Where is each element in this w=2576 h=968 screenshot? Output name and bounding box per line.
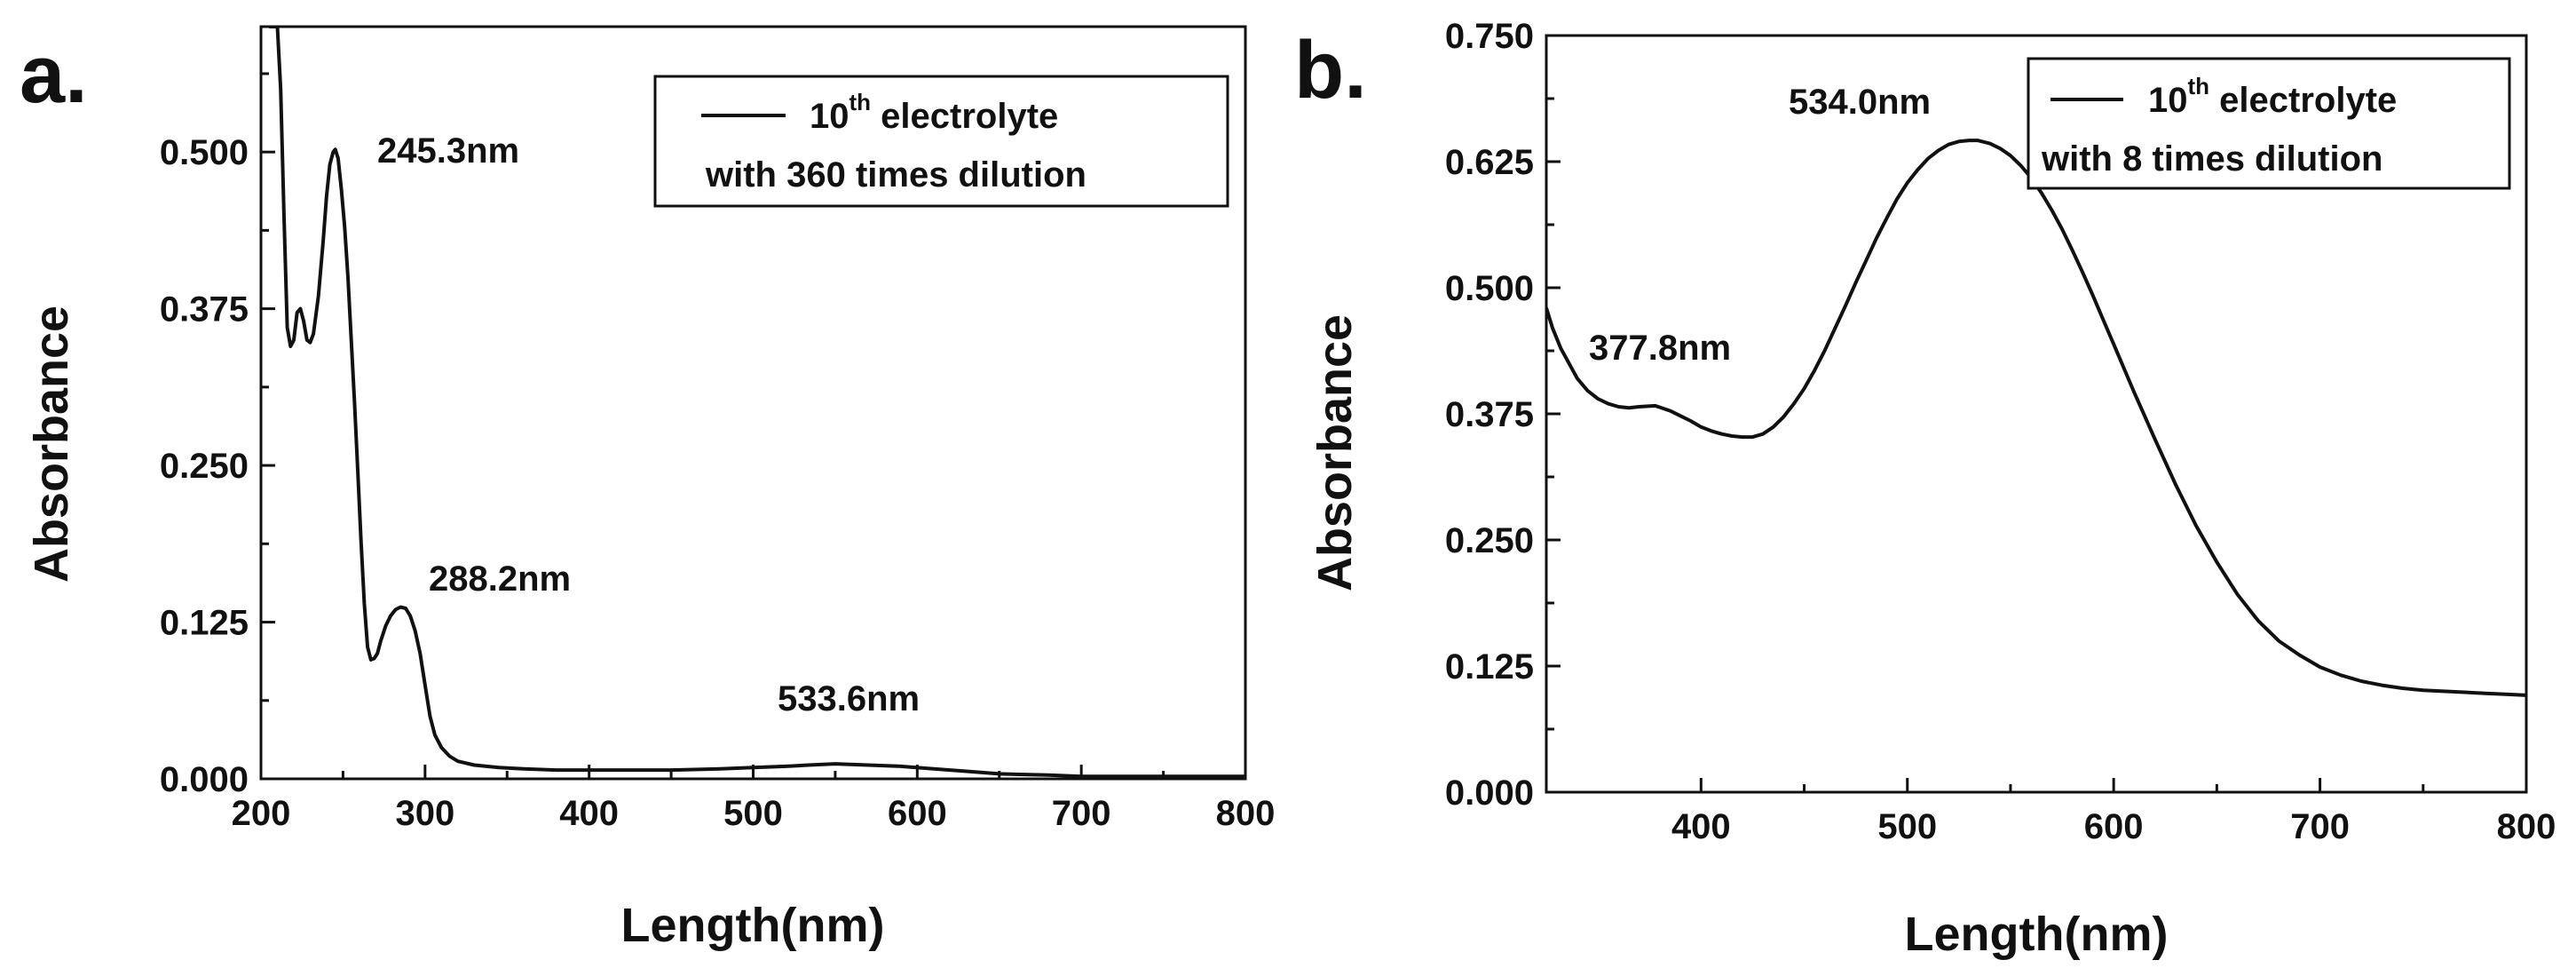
panel-b-x-tick-label: 600 (2084, 807, 2144, 846)
panel-b-x-tick-label: 400 (1671, 807, 1731, 846)
panel-a-x-axis-title: Length(nm) (621, 899, 885, 952)
panel-a-x-tick-label: 500 (723, 794, 783, 833)
panel-b-legend-line1: 10th electrolyte (2148, 73, 2397, 120)
panel-a-x-tick-label: 400 (559, 794, 619, 833)
panel-b: b. 400 500 600 700 800 0.000 0.125 0.250 0.375 0.… (1294, 17, 2556, 961)
panel-b-series-line (1546, 139, 2526, 697)
panel-b-y-tick-label: 0.250 (1445, 521, 1534, 560)
panel-a: a. 200 300 400 500 600 700 800 0.000 0.125 0.250 0… (20, 25, 1276, 952)
panel-b-y-tick-label: 0.750 (1445, 17, 1534, 56)
panel-a-peak-label-245: 245.3nm (377, 131, 519, 171)
panel-b-x-tick-label: 700 (2290, 807, 2350, 846)
panel-b-x-tick-label: 500 (1877, 807, 1937, 846)
panel-a-peak-label-288: 288.2nm (429, 559, 571, 599)
panel-a-peak-label-533: 533.6nm (778, 679, 920, 718)
panel-a-x-tick-label: 200 (232, 794, 291, 833)
panel-a-x-tick-label: 700 (1052, 794, 1111, 833)
panel-b-legend: 10th electrolyte with 8 times dilution (2027, 57, 2511, 190)
panel-b-y-tick-label: 0.000 (1445, 774, 1534, 813)
panel-a-y-tick-label: 0.500 (160, 133, 249, 172)
panel-a-legend-line1: 10th electrolyte (810, 89, 1058, 136)
panel-b-y-tick-label: 0.500 (1445, 269, 1534, 308)
panel-a-legend-line2: with 360 times dilution (705, 155, 1087, 194)
panel-a-y-axis-title: Absorbance (25, 305, 78, 583)
panel-a-y-tick-label: 0.000 (160, 760, 249, 799)
panel-b-x-tick-label: 800 (2497, 807, 2556, 846)
panel-b-y-tick-label: 0.375 (1445, 395, 1534, 434)
panel-b-legend-box (2027, 57, 2511, 190)
panel-b-y-tick-label: 0.125 (1445, 647, 1534, 686)
panel-a-y-tick-label: 0.250 (160, 447, 249, 486)
panel-a-legend: 10th electrolyte with 360 times dilution (653, 75, 1229, 208)
panel-a-letter: a. (20, 29, 88, 120)
panel-a-plot-area: 200 300 400 500 600 700 800 0.000 0.125 0.250 0.37… (160, 25, 1276, 833)
panel-a-legend-box (653, 75, 1229, 208)
panel-b-peak-label-377: 377.8nm (1589, 329, 1731, 368)
panel-b-y-tick-label: 0.625 (1445, 143, 1534, 182)
panel-b-x-axis-title: Length(nm) (1905, 908, 2169, 961)
panel-a-series-line (269, 27, 1245, 779)
panel-b-plot-area: 400 500 600 700 800 0.000 0.125 0.250 0.375 0.500… (1445, 17, 2556, 846)
panel-b-letter: b. (1294, 25, 1367, 115)
panel-b-legend-line2: with 8 times dilution (2041, 139, 2382, 179)
panel-a-x-tick-label: 600 (888, 794, 947, 833)
panel-b-y-axis-title: Absorbance (1308, 314, 1362, 591)
panel-a-y-tick-label: 0.125 (160, 604, 249, 643)
panel-a-y-tick-label: 0.375 (160, 290, 249, 329)
panel-a-x-tick-label: 300 (395, 794, 454, 833)
panel-a-x-tick-label: 800 (1216, 794, 1276, 833)
panel-b-peak-label-534: 534.0nm (1789, 83, 1931, 122)
